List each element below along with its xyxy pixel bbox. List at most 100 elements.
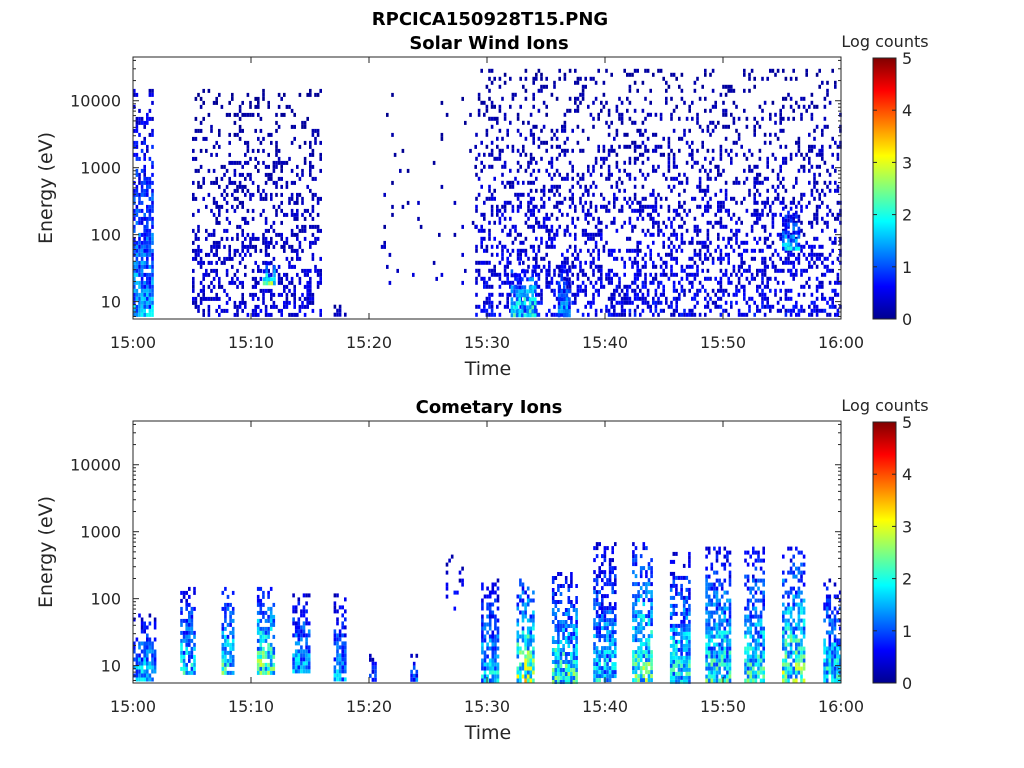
- spectrogram-cell: [212, 228, 216, 233]
- spectrogram-cell: [306, 292, 309, 297]
- spectrogram-cell: [529, 112, 533, 117]
- spectrogram-cell: [724, 272, 728, 277]
- spectrogram-cell: [143, 260, 146, 265]
- spectrogram-cell: [480, 228, 483, 233]
- spectrogram-cell: [262, 662, 265, 667]
- spectrogram-cell: [701, 144, 704, 149]
- spectrogram-cell: [802, 284, 806, 289]
- spectrogram-cell: [649, 252, 652, 257]
- spectrogram-cell: [223, 244, 226, 249]
- spectrogram-cell: [598, 618, 601, 623]
- spectrogram-cell: [285, 276, 289, 281]
- spectrogram-cell: [151, 188, 154, 193]
- spectrogram-cell: [490, 268, 494, 273]
- spectrogram-cell: [251, 180, 255, 185]
- spectrogram-cell: [185, 634, 188, 639]
- spectrogram-cell: [480, 240, 483, 245]
- spectrogram-cell: [613, 248, 616, 253]
- spectrogram-cell: [545, 112, 548, 117]
- spectrogram-cell: [493, 116, 496, 121]
- spectrogram-cell: [730, 156, 733, 161]
- spectrogram-cell: [225, 300, 229, 305]
- spectrogram-cell: [641, 208, 645, 213]
- spectrogram-cell: [188, 630, 191, 635]
- spectrogram-cell: [564, 612, 568, 616]
- spectrogram-cell: [813, 304, 816, 309]
- spectrogram-cell: [143, 244, 146, 249]
- spectrogram-cell: [453, 590, 457, 595]
- spectrogram-cell: [564, 628, 568, 632]
- spectrogram-cell: [336, 621, 339, 626]
- spectrogram-cell: [567, 680, 571, 684]
- spectrogram-cell: [490, 252, 494, 257]
- spectrogram-cell: [133, 248, 136, 253]
- spectrogram-cell: [657, 164, 660, 169]
- spectrogram-cell: [341, 653, 344, 658]
- spectrogram-cell: [264, 248, 268, 253]
- spectrogram-cell: [701, 260, 704, 265]
- spectrogram-cell: [802, 292, 806, 297]
- spectrogram-cell: [151, 300, 154, 305]
- spectrogram-cell: [306, 288, 309, 293]
- spectrogram-cell: [269, 642, 273, 647]
- spectrogram-cell: [688, 208, 691, 213]
- spectrogram-cell: [545, 224, 548, 229]
- spectrogram-cell: [836, 152, 840, 157]
- spectrogram-cell: [205, 148, 208, 153]
- spectrogram-cell: [555, 136, 559, 141]
- spectrogram-cell: [628, 100, 632, 105]
- spectrogram-cell: [277, 276, 281, 281]
- spectrogram-cell: [133, 88, 136, 93]
- spectrogram-cell: [659, 204, 663, 209]
- spectrogram-cell: [808, 180, 811, 185]
- spectrogram-cell: [148, 236, 152, 241]
- spectrogram-cell: [639, 144, 642, 149]
- spectrogram-cell: [297, 653, 301, 658]
- spectrogram-cell: [249, 176, 252, 181]
- spectrogram-cell: [319, 140, 322, 145]
- spectrogram-cell: [236, 184, 239, 189]
- spectrogram-cell: [657, 312, 660, 317]
- spectrogram-cell: [529, 650, 533, 655]
- spectrogram-cell: [257, 296, 260, 301]
- spectrogram-cell: [205, 252, 208, 257]
- spectrogram-cell: [693, 312, 697, 317]
- spectrogram-cell: [231, 92, 234, 97]
- spectrogram-cell: [445, 594, 449, 599]
- spectrogram-cell: [311, 252, 315, 257]
- spectrogram-cell: [576, 104, 580, 109]
- spectrogram-cell: [719, 152, 723, 157]
- spectrogram-cell: [262, 300, 265, 305]
- spectrogram-cell: [371, 657, 375, 662]
- spectrogram-cell: [641, 256, 645, 261]
- spectrogram-cell: [805, 68, 808, 73]
- spectrogram-cell: [140, 292, 144, 297]
- spectrogram-cell: [344, 649, 347, 654]
- spectrogram-cell: [572, 648, 576, 652]
- spectrogram-cell: [632, 670, 635, 675]
- spectrogram-cell: [554, 592, 558, 596]
- spectrogram-cell: [568, 108, 572, 113]
- spectrogram-cell: [336, 657, 339, 662]
- spectrogram-cell: [688, 128, 691, 133]
- spectrogram-cell: [613, 220, 616, 225]
- spectrogram-cell: [693, 224, 697, 229]
- spectrogram-cell: [657, 220, 660, 225]
- spectrogram-cell: [774, 248, 777, 253]
- spectrogram-cell: [190, 610, 194, 615]
- spectrogram-cell: [509, 168, 512, 173]
- spectrogram-cell: [592, 76, 595, 81]
- spectrogram-cell: [534, 281, 537, 286]
- spectrogram-cell: [197, 184, 200, 189]
- spectrogram-cell: [589, 236, 593, 241]
- spectrogram-cell: [691, 140, 694, 145]
- spectrogram-cell: [550, 176, 554, 181]
- spectrogram-cell: [481, 606, 484, 611]
- spectrogram-cell: [592, 300, 595, 305]
- spectrogram-cell: [151, 132, 154, 137]
- spectrogram-cell: [594, 160, 598, 165]
- spectrogram-cell: [516, 606, 520, 611]
- spectrogram-cell: [683, 308, 686, 313]
- spectrogram-cell: [714, 300, 717, 305]
- spectrogram-cell: [553, 132, 556, 137]
